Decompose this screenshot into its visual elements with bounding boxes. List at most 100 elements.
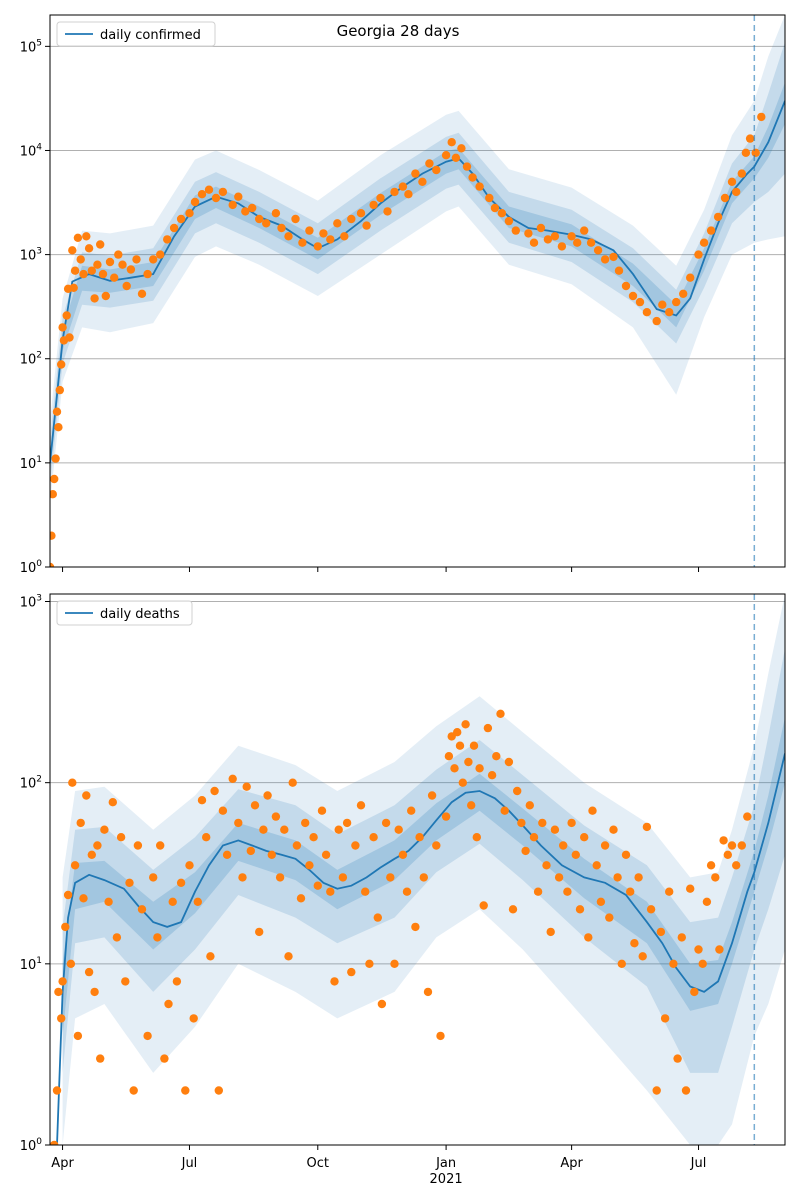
observed-point [176, 878, 186, 887]
observed-point [70, 861, 80, 870]
observed-point [665, 308, 674, 317]
observed-point [557, 242, 567, 251]
observed-point [69, 283, 78, 292]
observed-point [365, 959, 374, 968]
observed-point [398, 850, 408, 859]
observed-point [93, 841, 102, 850]
x-year-label: 2021 [430, 1172, 463, 1187]
observed-point [271, 209, 281, 218]
observed-point [84, 967, 94, 977]
observed-point [55, 385, 64, 395]
observed-point [338, 873, 348, 882]
observed-point [496, 709, 505, 718]
observed-point [487, 771, 497, 780]
observed-point [621, 850, 631, 859]
observed-point [57, 1014, 66, 1023]
observed-point [356, 801, 366, 810]
observed-point [390, 959, 399, 968]
observed-point [383, 207, 392, 216]
observed-point [326, 235, 335, 244]
observed-point [665, 887, 674, 896]
y-tick-label: 102 [20, 775, 42, 792]
observed-point [284, 952, 293, 961]
observed-point [298, 238, 307, 247]
observed-point [61, 922, 70, 932]
observed-point [694, 945, 703, 954]
observed-point [698, 959, 707, 968]
observed-point [342, 818, 352, 828]
band-middle [62, 648, 785, 1073]
observed-point [169, 223, 179, 233]
observed-point [137, 905, 147, 914]
observed-point [340, 232, 349, 241]
observed-point [390, 187, 399, 197]
observed-point [469, 741, 479, 750]
observed-point [262, 219, 271, 228]
observed-point [745, 134, 755, 143]
observed-point [472, 833, 481, 842]
observed-point [580, 833, 589, 842]
model-series-line [56, 753, 785, 1145]
observed-point [567, 818, 576, 828]
observed-point [425, 159, 434, 168]
y-tick-label: 104 [20, 142, 43, 159]
observed-point [125, 878, 134, 887]
observed-point [543, 235, 553, 244]
observed-point [702, 897, 712, 906]
observed-point [613, 873, 622, 882]
observed-point [600, 255, 610, 264]
observed-point [73, 233, 83, 242]
observed-point [76, 255, 85, 264]
observed-point [699, 238, 709, 247]
observed-point [588, 806, 597, 815]
observed-point [475, 764, 484, 773]
observed-point [525, 801, 534, 810]
observed-point [50, 562, 55, 567]
observed-point [214, 1086, 223, 1095]
observed-point [291, 214, 300, 224]
observed-point [234, 192, 243, 201]
observed-point [573, 238, 582, 247]
observed-point [593, 246, 603, 255]
observed-point [255, 214, 264, 224]
observed-point [334, 825, 343, 834]
observed-point [711, 873, 720, 882]
observed-point [277, 223, 286, 233]
observed-point [485, 193, 494, 203]
observed-point [79, 269, 88, 279]
observed-point [206, 952, 215, 961]
legend: daily confirmed [56, 21, 216, 47]
observed-point [483, 723, 493, 733]
observed-point [427, 791, 437, 800]
observed-point [415, 833, 424, 842]
observed-point [87, 266, 97, 275]
observed-point [50, 1140, 59, 1145]
observed-point [197, 190, 207, 199]
observed-point [133, 841, 143, 850]
observed-point [369, 200, 378, 210]
observed-point [441, 151, 451, 160]
observed-point [621, 281, 631, 291]
observed-point [362, 221, 371, 230]
observed-point [584, 933, 593, 942]
observed-point [369, 833, 378, 842]
observed-point [719, 836, 728, 845]
observed-point [567, 232, 576, 241]
observed-point [228, 200, 237, 210]
observed-point [321, 850, 331, 859]
observed-point [84, 244, 94, 253]
x-tick-label: Jul [690, 1156, 707, 1171]
observed-point [672, 297, 681, 307]
observed-point [112, 933, 122, 942]
observed-point [464, 757, 473, 767]
observed-point [492, 752, 501, 761]
observed-point [411, 922, 420, 932]
observed-point [550, 825, 560, 834]
observed-point [172, 977, 182, 986]
observed-point [381, 818, 391, 828]
observed-point [218, 187, 228, 197]
observed-point [402, 887, 412, 896]
observed-point [228, 774, 237, 783]
observed-point [361, 887, 370, 896]
